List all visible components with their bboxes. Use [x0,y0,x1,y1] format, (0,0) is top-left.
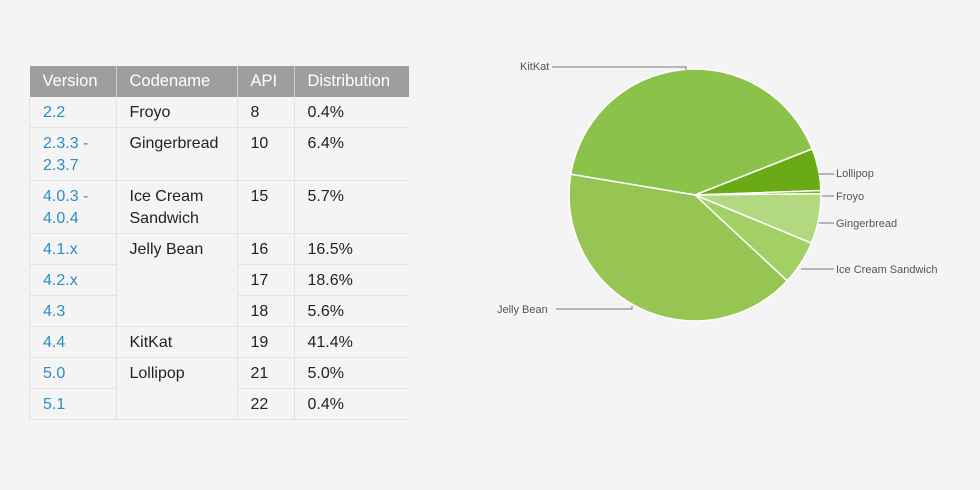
api-cell: 22 [236,388,294,420]
distribution-cell: 41.4% [293,326,409,358]
distribution-cell: 5.7% [293,180,409,234]
codename-cell [115,264,237,296]
distribution-cell: 5.6% [293,295,409,327]
version-cell[interactable]: 4.1.x [29,233,116,265]
header-api: API [236,66,294,97]
api-cell: 15 [236,180,294,234]
slice-label: Ice Cream Sandwich [836,264,938,276]
version-cell[interactable]: 4.4 [29,326,116,358]
distribution-cell: 16.5% [293,233,409,265]
table-row: 2.2 Froyo 8 0.4% [29,97,409,128]
distribution-table: Version Codename API Distribution 2.2 Fr… [29,66,409,420]
slice-label: Froyo [836,191,864,203]
version-cell[interactable]: 4.0.3 - 4.0.4 [29,180,116,234]
header-codename: Codename [115,66,237,97]
distribution-cell: 0.4% [293,388,409,420]
table-row: 4.2.x 17 18.6% [29,264,409,296]
codename-cell [115,295,237,327]
version-cell[interactable]: 2.3.3 - 2.3.7 [29,127,116,181]
pie-slice-kitkat [569,68,814,196]
version-link[interactable]: 4.3 [43,303,66,320]
version-cell[interactable]: 2.2 [29,97,116,128]
api-cell: 19 [236,326,294,358]
version-link[interactable]: 4.2.x [43,272,78,289]
api-cell: 16 [236,233,294,265]
version-link[interactable]: 5.1 [43,396,66,413]
table-row: 4.1.x Jelly Bean 16 16.5% [29,233,409,265]
distribution-cell: 18.6% [293,264,409,296]
table-row: 4.0.3 - 4.0.4 Ice Cream Sandwich 15 5.7% [29,180,409,234]
table-row: 5.1 22 0.4% [29,388,409,420]
version-link[interactable]: 5.0 [43,365,66,382]
codename-cell: Ice Cream Sandwich [115,180,237,234]
header-distribution: Distribution [293,66,409,97]
version-cell[interactable]: 5.1 [29,388,116,420]
slice-label: Jelly Bean [497,304,548,316]
distribution-cell: 5.0% [293,357,409,389]
distribution-cell: 0.4% [293,97,409,128]
version-link[interactable]: 4.1.x [43,241,78,258]
table-row: 4.4 KitKat 19 41.4% [29,326,409,358]
version-link[interactable]: 2.2 [43,104,66,121]
version-cell[interactable]: 4.2.x [29,264,116,296]
api-cell: 17 [236,264,294,296]
codename-cell: Jelly Bean [115,233,237,265]
api-cell: 10 [236,127,294,181]
codename-cell: KitKat [115,326,237,358]
distribution-cell: 6.4% [293,127,409,181]
pie-slice-jelly-bean [568,173,789,322]
api-cell: 18 [236,295,294,327]
slice-label: Lollipop [836,168,874,180]
codename-cell: Froyo [115,97,237,128]
table-row: 2.3.3 - 2.3.7 Gingerbread 10 6.4% [29,127,409,181]
header-version: Version [29,66,116,97]
slice-label: Gingerbread [836,218,897,230]
codename-cell: Lollipop [115,357,237,389]
version-link[interactable]: 4.0.3 - 4.0.4 [43,188,89,227]
version-link[interactable]: 2.3.3 - 2.3.7 [43,135,89,174]
codename-cell: Gingerbread [115,127,237,181]
table-row: 5.0 Lollipop 21 5.0% [29,357,409,389]
version-cell[interactable]: 5.0 [29,357,116,389]
api-cell: 21 [236,357,294,389]
table-header-row: Version Codename API Distribution [29,66,409,97]
leader-line [552,66,687,70]
table-row: 4.3 18 5.6% [29,295,409,327]
version-cell[interactable]: 4.3 [29,295,116,327]
api-cell: 8 [236,97,294,128]
leader-line [556,306,633,310]
version-link[interactable]: 4.4 [43,334,66,351]
codename-cell [115,388,237,420]
slice-label: KitKat [520,61,549,73]
